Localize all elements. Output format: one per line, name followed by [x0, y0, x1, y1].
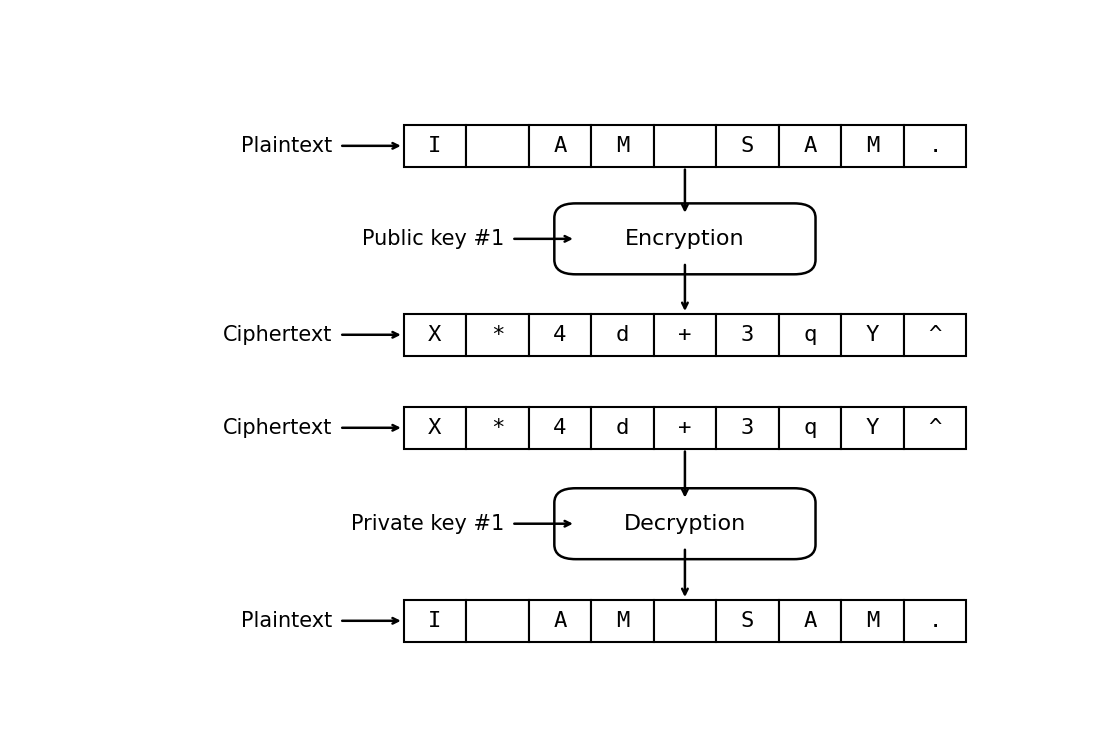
Text: *: *: [491, 325, 504, 345]
Text: A: A: [803, 611, 817, 630]
Bar: [528, 600, 591, 642]
Bar: [841, 314, 904, 356]
Text: M: M: [615, 136, 629, 156]
Text: S: S: [740, 136, 754, 156]
Text: d: d: [615, 418, 629, 438]
Text: .: .: [928, 136, 941, 156]
Bar: [779, 407, 841, 448]
Text: I: I: [428, 611, 442, 630]
Text: Public key #1: Public key #1: [362, 229, 505, 249]
Bar: [904, 314, 966, 356]
Text: Plaintext: Plaintext: [241, 611, 333, 630]
Bar: [591, 600, 654, 642]
Text: 4: 4: [554, 418, 567, 438]
Bar: [654, 125, 716, 167]
FancyBboxPatch shape: [555, 203, 815, 274]
Bar: [403, 314, 466, 356]
Bar: [779, 600, 841, 642]
Text: M: M: [866, 611, 880, 630]
Bar: [466, 600, 528, 642]
Text: X: X: [428, 325, 442, 345]
Text: ^: ^: [928, 325, 941, 345]
Text: M: M: [866, 136, 880, 156]
Text: Ciphertext: Ciphertext: [223, 418, 333, 438]
Bar: [841, 125, 904, 167]
Text: Decryption: Decryption: [624, 513, 746, 534]
Text: S: S: [740, 611, 754, 630]
Text: ^: ^: [928, 418, 941, 438]
Bar: [654, 407, 716, 448]
Bar: [403, 407, 466, 448]
Text: q: q: [803, 418, 817, 438]
Text: Plaintext: Plaintext: [241, 136, 333, 156]
Text: +: +: [678, 325, 692, 345]
Bar: [904, 125, 966, 167]
Text: d: d: [615, 325, 629, 345]
Text: M: M: [615, 611, 629, 630]
Bar: [528, 407, 591, 448]
Bar: [904, 407, 966, 448]
Bar: [591, 314, 654, 356]
Bar: [716, 314, 779, 356]
Text: *: *: [491, 418, 504, 438]
Bar: [716, 600, 779, 642]
Text: .: .: [928, 611, 941, 630]
Text: Encryption: Encryption: [625, 229, 745, 249]
Text: Y: Y: [866, 418, 880, 438]
Bar: [591, 407, 654, 448]
Text: q: q: [803, 325, 817, 345]
Text: X: X: [428, 418, 442, 438]
Text: Y: Y: [866, 325, 880, 345]
Bar: [716, 407, 779, 448]
Bar: [466, 407, 528, 448]
Bar: [841, 407, 904, 448]
Bar: [716, 125, 779, 167]
Bar: [841, 600, 904, 642]
Bar: [654, 314, 716, 356]
Text: A: A: [803, 136, 817, 156]
Text: Ciphertext: Ciphertext: [223, 325, 333, 345]
Bar: [466, 125, 528, 167]
Bar: [403, 600, 466, 642]
Text: Private key #1: Private key #1: [351, 513, 505, 534]
Text: +: +: [678, 418, 692, 438]
Text: 3: 3: [740, 418, 754, 438]
FancyBboxPatch shape: [555, 488, 815, 559]
Bar: [528, 314, 591, 356]
Text: 3: 3: [740, 325, 754, 345]
Bar: [466, 314, 528, 356]
Bar: [403, 125, 466, 167]
Bar: [904, 600, 966, 642]
Bar: [779, 314, 841, 356]
Bar: [591, 125, 654, 167]
Text: A: A: [554, 611, 567, 630]
Bar: [654, 600, 716, 642]
Text: 4: 4: [554, 325, 567, 345]
Text: A: A: [554, 136, 567, 156]
Text: I: I: [428, 136, 442, 156]
Bar: [528, 125, 591, 167]
Bar: [779, 125, 841, 167]
